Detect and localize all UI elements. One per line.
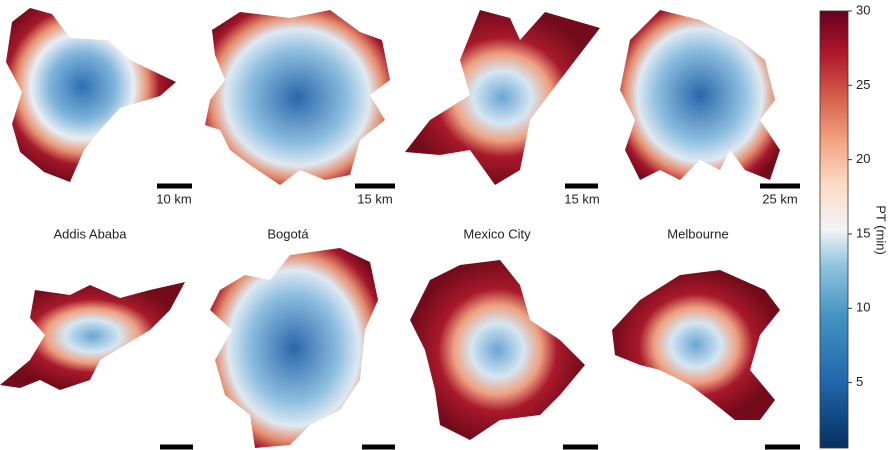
scale-label: 10 km <box>156 191 191 206</box>
colorbar-tick-label: 5 <box>856 374 863 389</box>
colorbar-tick-label: 25 <box>856 77 870 92</box>
city-name: Melbourne <box>667 226 728 241</box>
city-name: Addis Ababa <box>53 226 127 241</box>
colorbar-tick-label: 20 <box>856 151 870 166</box>
map-mexico-top <box>405 10 600 185</box>
scale-label: 25 km <box>762 191 797 206</box>
map-addis-top <box>6 8 176 182</box>
map-addis-bottom <box>0 282 185 390</box>
scale-label: 15 km <box>357 191 392 206</box>
colorbar-tick-label: 10 <box>856 300 870 315</box>
map-melbourne-bottom <box>612 270 780 420</box>
map-bogota-top <box>205 10 390 185</box>
city-name: Mexico City <box>463 226 531 241</box>
scale-bars <box>157 183 800 450</box>
colorbar-tick-label: 30 <box>856 2 870 17</box>
colorbar-tick-label: 15 <box>856 225 870 240</box>
colorbar <box>819 10 849 449</box>
colorbar-ticks: 5 10 15 20 25 30 <box>848 2 870 389</box>
colorbar-label: PT (min) <box>874 205 889 255</box>
map-bogota-bottom <box>210 248 378 448</box>
city-name: Bogotá <box>267 226 309 241</box>
map-melbourne-top <box>620 10 780 180</box>
map-mexico-bottom <box>410 260 585 440</box>
scale-label: 15 km <box>564 191 599 206</box>
